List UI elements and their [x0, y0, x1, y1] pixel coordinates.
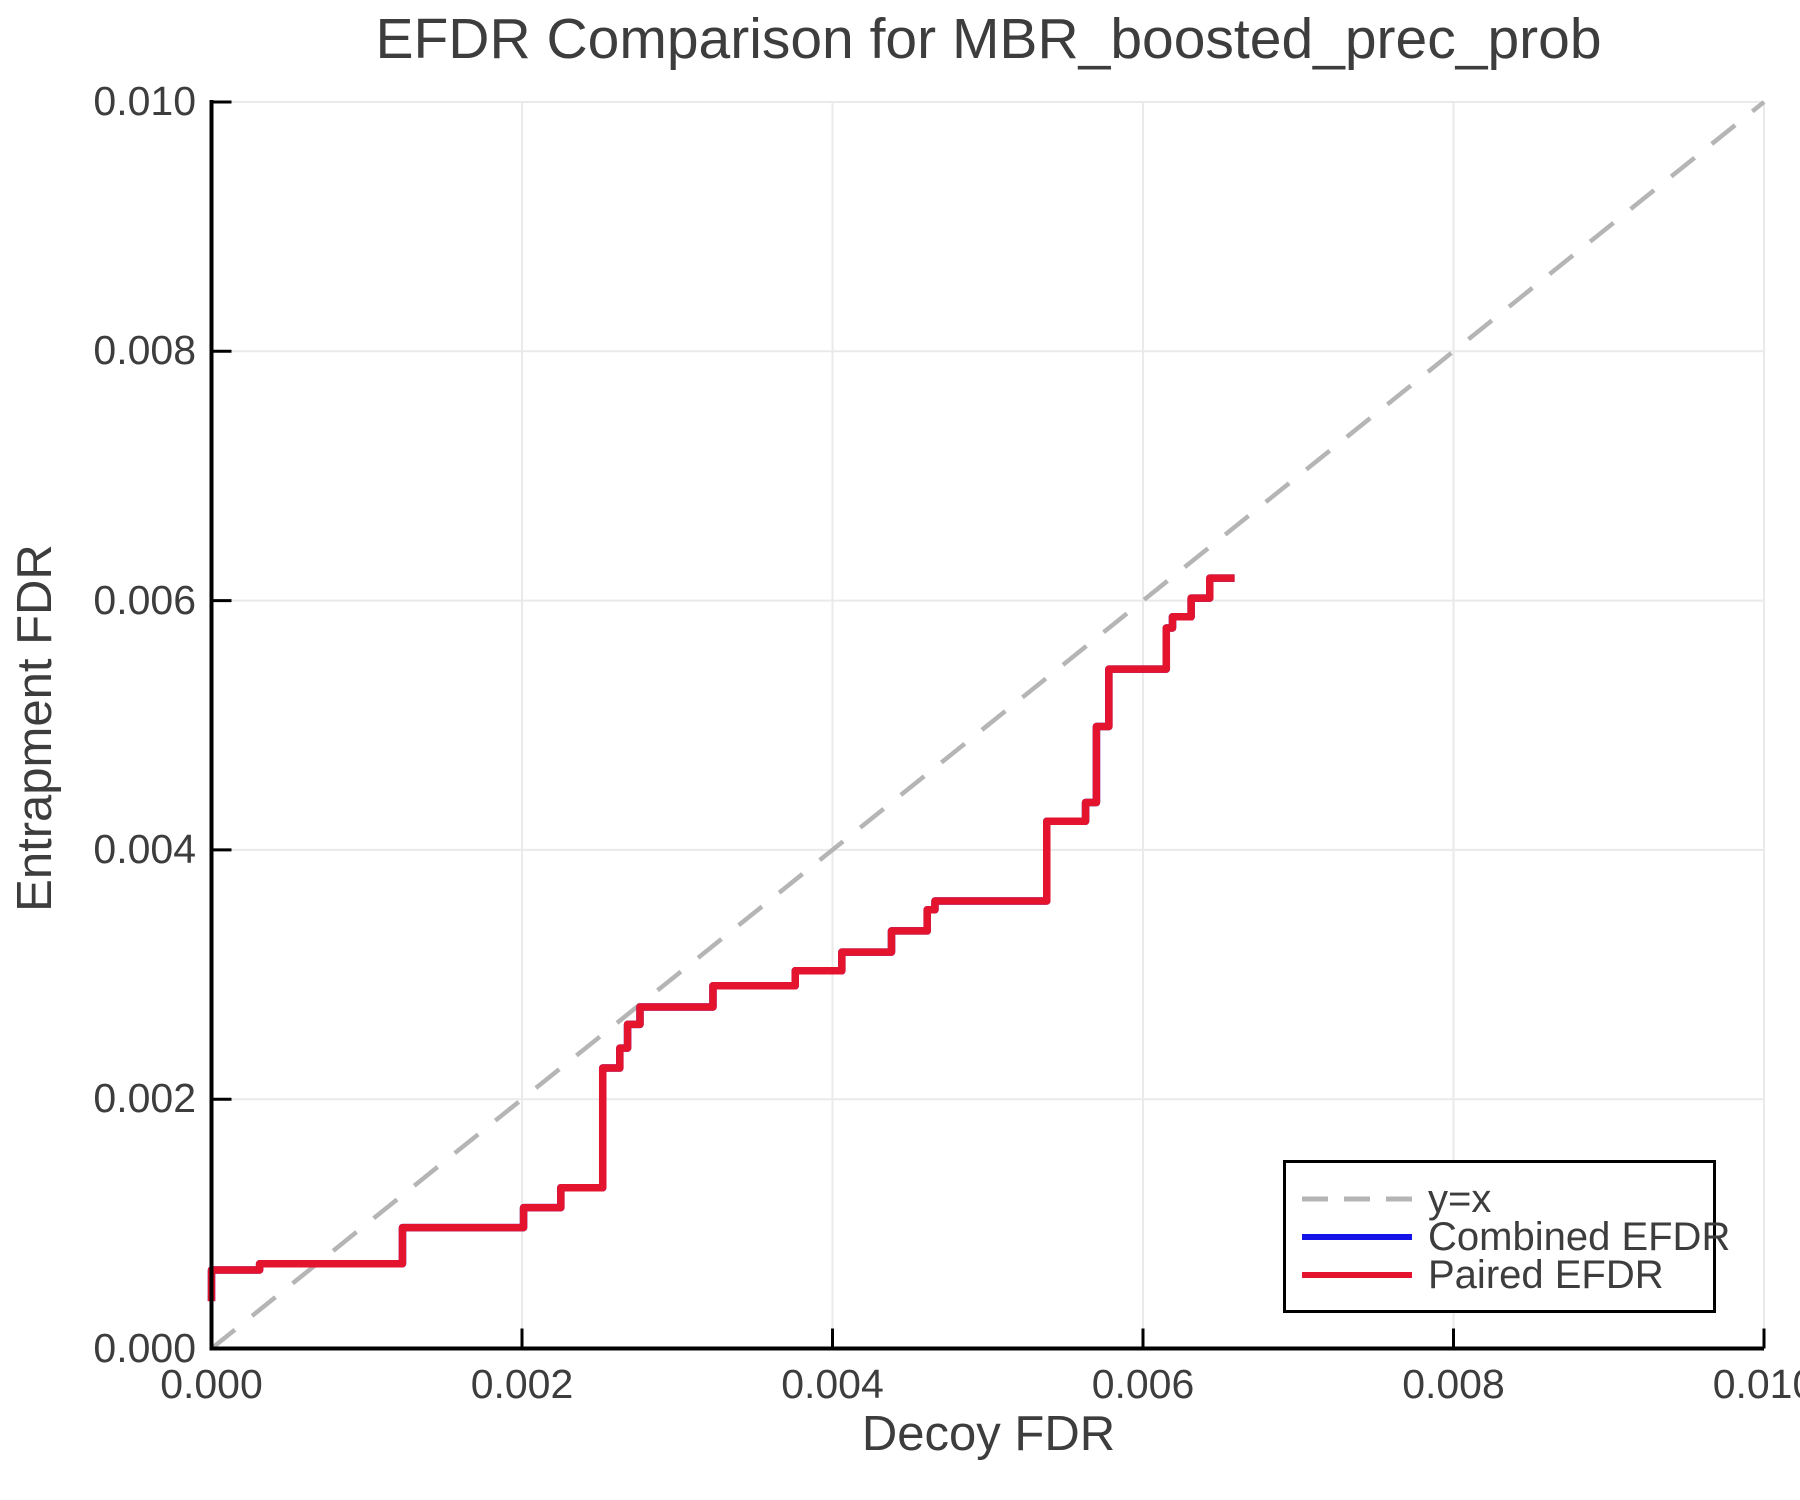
x-tick-label: 0.008: [1402, 1360, 1505, 1407]
legend-label-identity: y=x: [1428, 1176, 1492, 1221]
red-line-sample-icon: [1302, 1271, 1412, 1278]
x-tick-label: 0.002: [470, 1360, 574, 1407]
blue-line-sample-icon: [1302, 1233, 1412, 1240]
series-paired-efdr: [207, 574, 1235, 1302]
legend-label-combined: Combined EFDR: [1428, 1214, 1731, 1259]
legend-row-paired: Paired EFDR: [1302, 1252, 1713, 1297]
legend: y=x Combined EFDR Paired EFDR: [1283, 1160, 1730, 1313]
x-axis-label: Decoy FDR: [861, 1407, 1116, 1461]
y-tick-label: 0.006: [93, 576, 196, 623]
legend-label-paired: Paired EFDR: [1428, 1252, 1664, 1297]
legend-row-combined: Combined EFDR: [1302, 1217, 1730, 1257]
chart-title: EFDR Comparison for MBR_boosted_prec_pro…: [375, 7, 1602, 71]
y-axis-label: Entrapment FDR: [8, 544, 62, 912]
y-tick-label: 0.002: [93, 1075, 196, 1122]
x-tick-label: 0.000: [160, 1360, 263, 1407]
legend-row-identity: y=x: [1302, 1176, 1713, 1221]
series-combined-efdr: [207, 574, 1235, 1302]
y-tick-label: 0.010: [93, 78, 196, 124]
x-tick-label: 0.006: [1091, 1360, 1195, 1407]
y-tick-label: 0.004: [93, 825, 196, 872]
x-tick-label: 0.010: [1712, 1360, 1800, 1407]
y-tick-label: 0.008: [93, 327, 196, 374]
x-tick-label: 0.004: [781, 1360, 884, 1407]
dashed-line-sample-icon: [1302, 1196, 1412, 1201]
series-y-x: [210, 100, 1766, 1351]
y-tick-label: 0.000: [93, 1324, 196, 1371]
